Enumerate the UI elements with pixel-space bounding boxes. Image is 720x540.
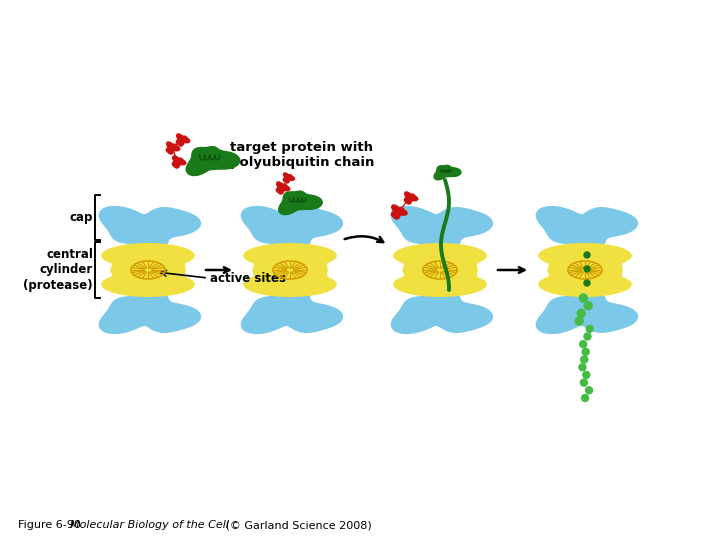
- Polygon shape: [276, 182, 290, 194]
- Circle shape: [582, 372, 590, 379]
- Circle shape: [577, 309, 585, 318]
- Text: Figure 6-90: Figure 6-90: [18, 520, 88, 530]
- Ellipse shape: [243, 243, 337, 268]
- Circle shape: [585, 387, 593, 394]
- Polygon shape: [186, 147, 240, 176]
- Circle shape: [579, 364, 586, 371]
- Polygon shape: [404, 192, 418, 204]
- Polygon shape: [241, 207, 343, 251]
- Polygon shape: [172, 156, 186, 168]
- Ellipse shape: [539, 272, 632, 297]
- Text: target protein with
polyubiquitin chain: target protein with polyubiquitin chain: [230, 141, 374, 169]
- Ellipse shape: [110, 258, 186, 282]
- Circle shape: [584, 333, 591, 340]
- Polygon shape: [166, 142, 180, 154]
- Text: (© Garland Science 2008): (© Garland Science 2008): [222, 520, 372, 530]
- Text: cap: cap: [70, 211, 93, 224]
- Circle shape: [584, 252, 590, 258]
- Ellipse shape: [539, 243, 632, 268]
- Polygon shape: [279, 191, 323, 214]
- Circle shape: [581, 356, 588, 363]
- Ellipse shape: [393, 243, 487, 268]
- Ellipse shape: [243, 272, 337, 297]
- Circle shape: [584, 302, 592, 310]
- Polygon shape: [99, 289, 200, 333]
- Polygon shape: [176, 134, 190, 146]
- Ellipse shape: [547, 258, 623, 282]
- Text: active sites: active sites: [210, 272, 286, 285]
- Ellipse shape: [102, 243, 195, 268]
- Polygon shape: [254, 250, 326, 290]
- Circle shape: [575, 317, 583, 325]
- Ellipse shape: [402, 258, 478, 282]
- Circle shape: [580, 379, 588, 386]
- Polygon shape: [99, 207, 200, 251]
- Polygon shape: [434, 165, 461, 180]
- Polygon shape: [392, 207, 492, 251]
- Circle shape: [580, 294, 588, 302]
- Text: central
cylinder
(protease): central cylinder (protease): [23, 248, 93, 292]
- Ellipse shape: [102, 272, 195, 297]
- Polygon shape: [283, 173, 294, 183]
- Polygon shape: [112, 250, 184, 290]
- Text: Molecular Biology of the Cell: Molecular Biology of the Cell: [70, 520, 229, 530]
- Polygon shape: [391, 205, 407, 219]
- Circle shape: [582, 395, 588, 402]
- Circle shape: [582, 348, 589, 355]
- Polygon shape: [549, 250, 621, 290]
- Circle shape: [584, 280, 590, 286]
- Polygon shape: [536, 207, 637, 251]
- Polygon shape: [392, 289, 492, 333]
- Ellipse shape: [252, 258, 328, 282]
- Circle shape: [586, 325, 593, 332]
- Ellipse shape: [393, 272, 487, 297]
- Polygon shape: [536, 289, 637, 333]
- Circle shape: [584, 266, 590, 272]
- Polygon shape: [404, 250, 476, 290]
- Circle shape: [580, 341, 587, 348]
- Polygon shape: [241, 289, 343, 333]
